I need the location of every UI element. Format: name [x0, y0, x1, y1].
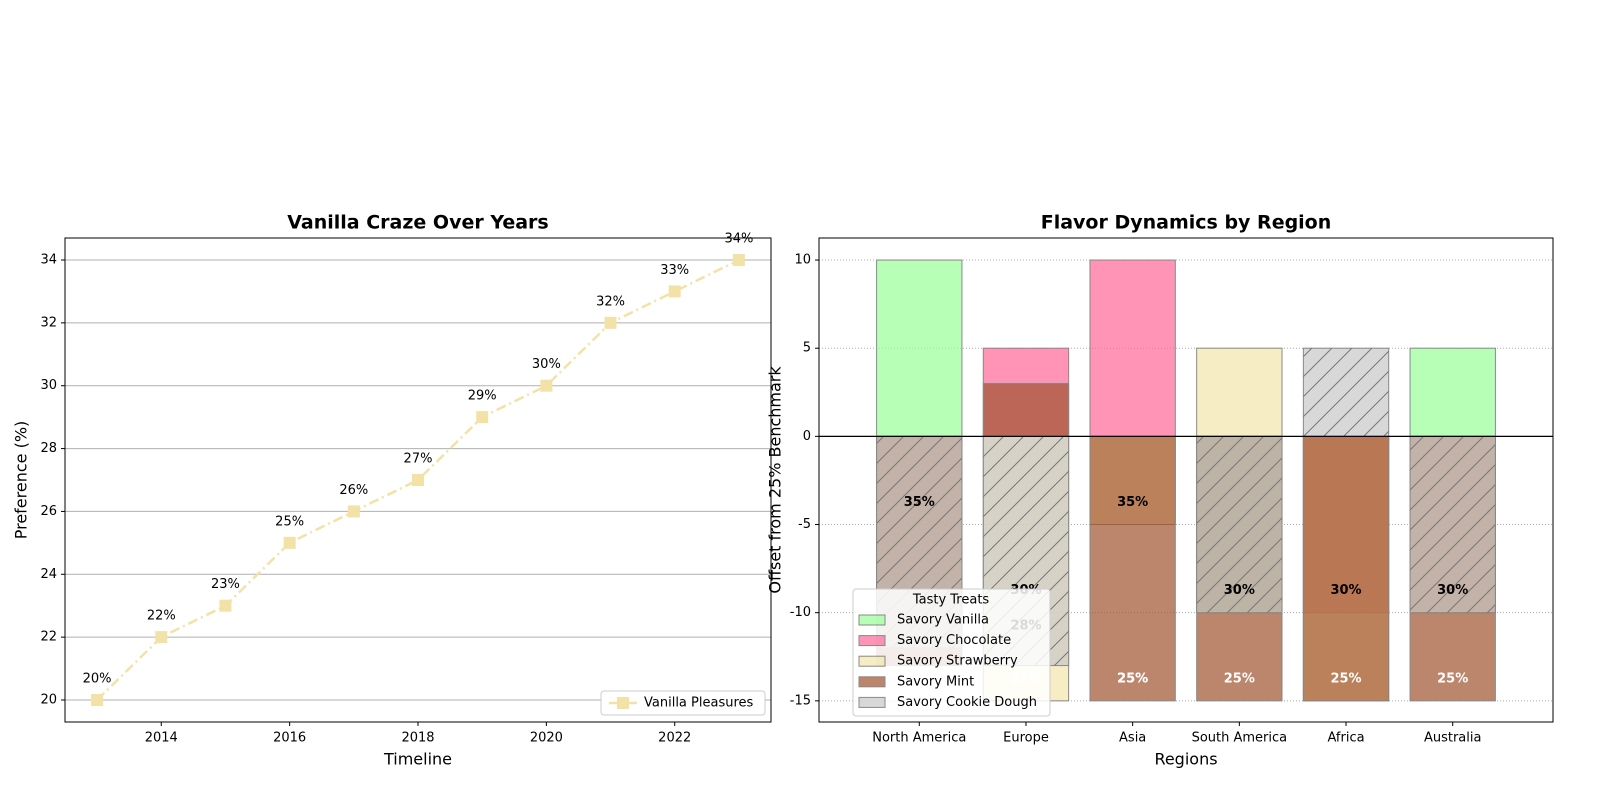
marker: [219, 599, 232, 612]
x-axis-label: Timeline: [383, 750, 452, 769]
y-axis-label: Offset from 25% Benchmark: [766, 366, 785, 594]
marker: [347, 505, 360, 518]
value-label: 33%: [660, 263, 689, 278]
x-tick-label: Australia: [1424, 731, 1482, 746]
value-label: 25%: [1117, 671, 1148, 686]
x-tick-label: Europe: [1003, 731, 1049, 746]
y-tick-label: 32: [40, 315, 57, 330]
value-label: 26%: [339, 483, 368, 498]
bar: [1409, 347, 1496, 437]
legend-title: Tasty Treats: [912, 593, 990, 608]
x-axis-label: Regions: [1154, 750, 1217, 769]
plot-frame: [818, 237, 1554, 723]
legend-swatch: [858, 676, 886, 688]
bar: [876, 259, 963, 437]
marker: [540, 379, 553, 392]
legend-label: Vanilla Pleasures: [644, 696, 754, 711]
value-label: 25%: [1437, 671, 1468, 686]
y-tick-label: 20: [40, 693, 57, 708]
bar: [1196, 347, 1283, 437]
y-tick-label: 5: [803, 341, 811, 356]
legend-label: Savory Mint: [897, 674, 974, 689]
value-label: 29%: [468, 389, 497, 404]
legend-box: [600, 690, 766, 716]
x-tick-label: 2014: [145, 731, 178, 746]
y-tick-label: 26: [40, 504, 57, 519]
marker: [283, 536, 296, 549]
x-tick-label: 2018: [401, 731, 434, 746]
chart-title: Vanilla Craze Over Years: [287, 212, 549, 234]
value-label: 30%: [1437, 583, 1468, 598]
bar: [982, 382, 1070, 437]
y-axis-label: Preference (%): [12, 421, 31, 540]
legend-swatch: [858, 635, 886, 647]
value-label: 20%: [83, 672, 112, 687]
y-tick-label: 10: [794, 253, 811, 268]
value-label: 30%: [1224, 583, 1255, 598]
y-tick-label: 0: [803, 429, 811, 444]
value-label: 30%: [1330, 583, 1361, 598]
chart-title: Flavor Dynamics by Region: [1041, 212, 1332, 234]
value-label: 22%: [147, 609, 176, 624]
value-label: 23%: [211, 577, 240, 592]
legend-swatch: [858, 655, 886, 667]
bar: [1089, 435, 1176, 702]
legend-label: Savory Cookie Dough: [897, 695, 1037, 710]
value-label: 35%: [904, 495, 935, 510]
legend-box: [852, 588, 1051, 717]
x-tick-label: Africa: [1327, 731, 1364, 746]
y-tick-label: 30: [40, 378, 57, 393]
value-label: 25%: [1224, 671, 1255, 686]
y-tick-label: -10: [790, 605, 811, 620]
y-tick-label: -15: [790, 693, 811, 708]
value-label: 27%: [404, 452, 433, 467]
legend-label: Savory Chocolate: [897, 633, 1011, 648]
value-label: 25%: [275, 514, 304, 529]
bar-hatch: [1196, 436, 1283, 613]
x-tick-label: North America: [872, 731, 966, 746]
value-label: 20%: [1117, 759, 1148, 774]
marker: [604, 316, 617, 329]
y-tick-label: -5: [798, 517, 811, 532]
y-tick-label: 28: [40, 441, 57, 456]
bar: [1302, 435, 1390, 702]
y-tick-label: 34: [40, 253, 57, 268]
marker: [476, 411, 489, 424]
value-label: 25%: [1117, 671, 1148, 686]
x-tick-label: 2022: [658, 731, 691, 746]
x-tick-label: Asia: [1119, 731, 1146, 746]
value-label: 25%: [1330, 671, 1361, 686]
y-tick-label: 24: [40, 567, 57, 582]
marker: [91, 694, 104, 706]
value-label: 32%: [596, 294, 625, 309]
plot-frame: [64, 237, 772, 723]
x-tick-label: 2020: [530, 731, 563, 746]
x-tick-label: South America: [1192, 731, 1288, 746]
legend-marker: [617, 697, 629, 709]
marker: [732, 254, 745, 266]
marker: [412, 474, 424, 486]
y-tick-label: 22: [40, 630, 57, 645]
value-label: 30%: [532, 357, 561, 372]
bar-hatch: [1410, 436, 1496, 613]
legend-label: Savory Strawberry: [897, 654, 1018, 669]
bar: [1089, 259, 1176, 437]
x-tick-label: 2016: [273, 731, 306, 746]
bar-hatch: [1303, 348, 1389, 437]
legend-swatch: [858, 696, 886, 708]
value-label: 34%: [724, 232, 753, 247]
marker: [668, 285, 681, 298]
marker: [155, 631, 168, 644]
legend-swatch: [858, 614, 886, 626]
legend-label: Savory Vanilla: [897, 613, 989, 628]
value-label: 35%: [1117, 495, 1148, 510]
